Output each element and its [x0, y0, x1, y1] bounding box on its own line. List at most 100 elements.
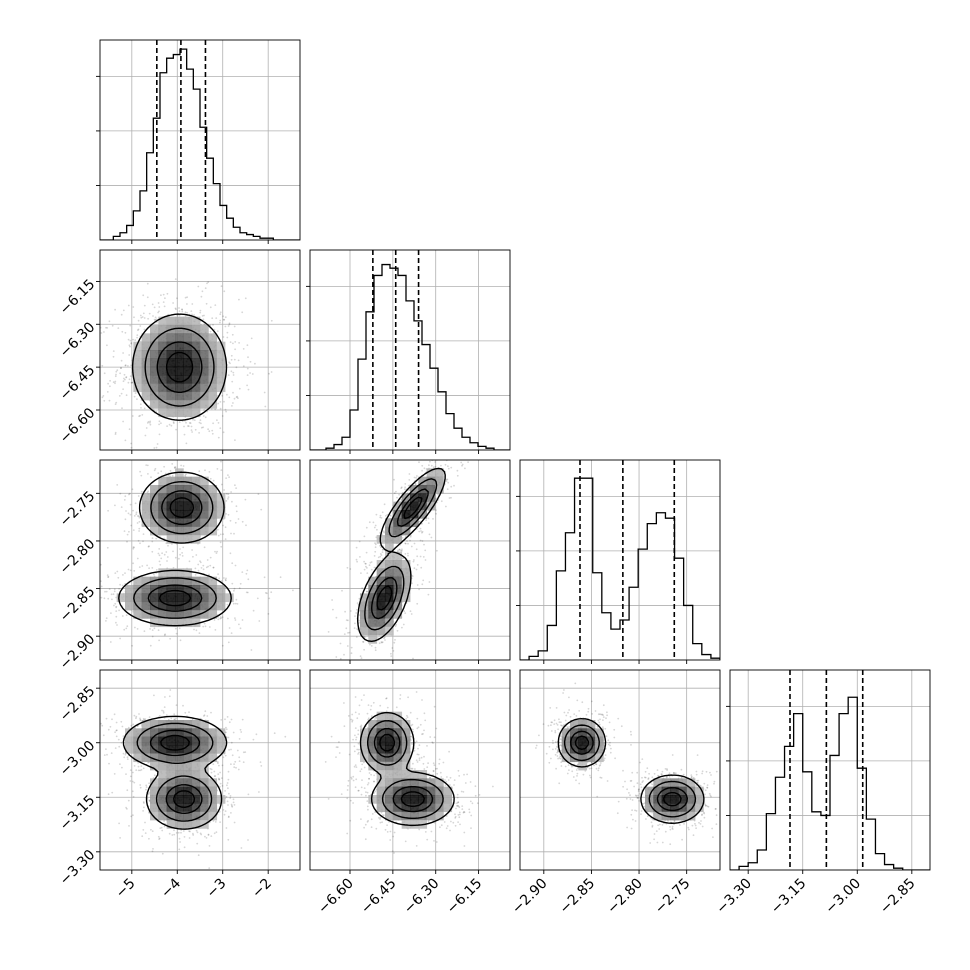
scatter-point: [257, 493, 260, 495]
density-cell: [183, 391, 193, 401]
scatter-point: [106, 344, 108, 347]
scatter-point: [379, 544, 381, 547]
scatter-point: [130, 381, 133, 384]
density-cell: [208, 745, 218, 754]
scatter-point: [157, 472, 160, 474]
scatter-point: [157, 629, 160, 632]
scatter-point: [142, 767, 145, 770]
scatter-point: [213, 775, 216, 778]
scatter-point: [158, 639, 161, 642]
scatter-point: [235, 505, 238, 508]
scatter-point: [208, 430, 211, 433]
density-cell: [191, 720, 201, 729]
scatter-point: [151, 830, 154, 833]
scatter-point: [413, 559, 415, 561]
density-cell: [183, 753, 193, 763]
density-cell: [216, 375, 226, 384]
scatter-point: [270, 319, 273, 322]
scatter-point: [204, 469, 206, 472]
density-cell: [183, 526, 193, 536]
density-cell: [385, 568, 394, 578]
scatter-point: [227, 496, 230, 498]
contour-level-0: [118, 471, 232, 627]
scatter-point: [445, 505, 447, 508]
scatter-point: [100, 596, 103, 599]
scatter-point: [224, 325, 227, 328]
scatter-point: [384, 639, 386, 641]
scatter-point: [100, 722, 102, 725]
scatter-point: [148, 545, 150, 548]
density-cell: [183, 795, 193, 804]
scatter-point: [366, 664, 368, 666]
density-cell: [175, 770, 184, 779]
density-cell: [175, 601, 184, 611]
scatter-point: [172, 566, 175, 569]
scatter-point: [135, 715, 138, 718]
scatter-point: [220, 777, 223, 779]
scatter-point: [241, 718, 244, 721]
scatter-point: [349, 610, 352, 612]
scatter-point: [147, 473, 149, 475]
density-cell: [150, 485, 159, 494]
scatter-point: [404, 535, 407, 538]
scatter-point: [153, 469, 156, 472]
scatter-point: [105, 717, 108, 720]
scatter-point: [129, 339, 132, 342]
scatter-point: [224, 579, 227, 581]
scatter-point: [130, 342, 133, 344]
scatter-point: [226, 800, 229, 803]
density-cell: [141, 610, 151, 619]
density-cell: [208, 753, 218, 763]
scatter-point: [232, 731, 235, 734]
scatter-point: [423, 543, 425, 546]
scatter-point: [152, 458, 154, 460]
scatter-point: [117, 576, 120, 579]
scatter-point: [170, 717, 173, 720]
scatter-point: [427, 454, 429, 456]
scatter-point: [115, 401, 118, 404]
scatter-point: [219, 541, 222, 544]
scatter-point: [224, 316, 227, 319]
scatter-point: [106, 327, 109, 329]
scatter-point: [379, 516, 382, 519]
scatter-point: [148, 837, 150, 840]
scatter-point: [148, 782, 151, 785]
scatter-point: [143, 407, 146, 410]
scatter-point: [166, 560, 168, 562]
scatter-point: [241, 571, 244, 573]
scatter-point: [416, 475, 418, 477]
scatter-point: [182, 465, 185, 467]
scatter-point: [210, 711, 212, 714]
density-cell: [175, 501, 184, 511]
scatter-point: [135, 769, 138, 771]
density-cell: [208, 383, 218, 393]
density-cell: [141, 375, 151, 384]
scatter-point: [83, 358, 85, 360]
density-cell: [133, 358, 143, 368]
scatter-point: [122, 380, 125, 383]
density-cell: [393, 501, 403, 511]
scatter-point: [163, 634, 166, 637]
density-cell: [200, 803, 209, 813]
density-cell: [141, 593, 151, 603]
scatter-point: [421, 522, 423, 525]
scatter-point: [244, 498, 247, 501]
scatter-point: [144, 434, 147, 437]
scatter-point: [346, 566, 349, 569]
scatter-point: [173, 833, 176, 836]
density-cell: [376, 576, 386, 586]
density-cell: [175, 568, 184, 578]
scatter-point: [230, 741, 233, 744]
scatter-point: [131, 415, 134, 417]
scatter-point: [131, 488, 134, 491]
density-cell: [208, 333, 218, 343]
panel-frame: [309, 459, 511, 661]
scatter-point: [108, 588, 111, 590]
density-cell: [158, 618, 168, 628]
scatter-point: [231, 582, 234, 585]
scatter-point: [242, 365, 245, 368]
density-cell: [385, 543, 394, 553]
density-cell: [191, 778, 201, 788]
scatter-point: [416, 564, 419, 566]
scatter-point: [201, 315, 204, 317]
